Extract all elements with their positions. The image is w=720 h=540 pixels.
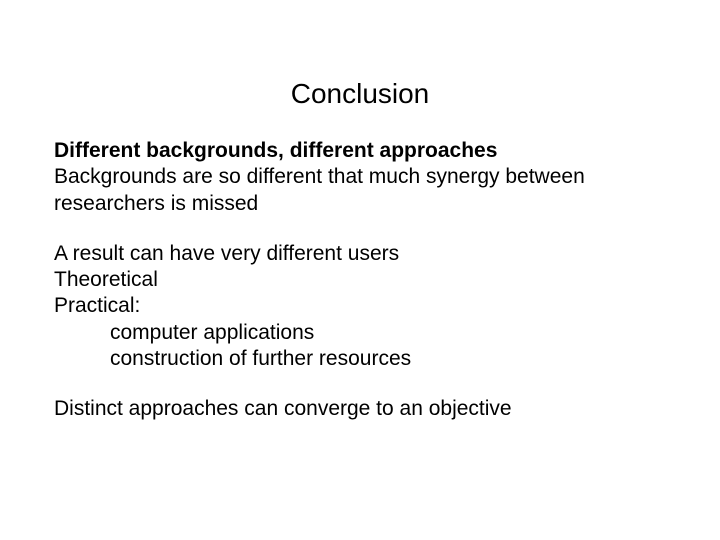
text-converge: Distinct approaches can converge to an o… [54, 396, 666, 422]
slide-title: Conclusion [0, 0, 720, 138]
block-converge: Distinct approaches can converge to an o… [54, 396, 666, 422]
slide: Conclusion Different backgrounds, differ… [0, 0, 720, 540]
block-users: A result can have very different users T… [54, 241, 666, 372]
text-theoretical: Theoretical [54, 267, 666, 293]
text-construction-resources: construction of further resources [54, 346, 666, 372]
block-backgrounds: Different backgrounds, different approac… [54, 138, 666, 217]
heading-backgrounds: Different backgrounds, different approac… [54, 138, 666, 164]
text-result-users: A result can have very different users [54, 241, 666, 267]
slide-body: Different backgrounds, different approac… [0, 138, 720, 422]
text-practical: Practical: [54, 293, 666, 319]
text-computer-applications: computer applications [54, 320, 666, 346]
text-synergy: Backgrounds are so different that much s… [54, 164, 666, 217]
